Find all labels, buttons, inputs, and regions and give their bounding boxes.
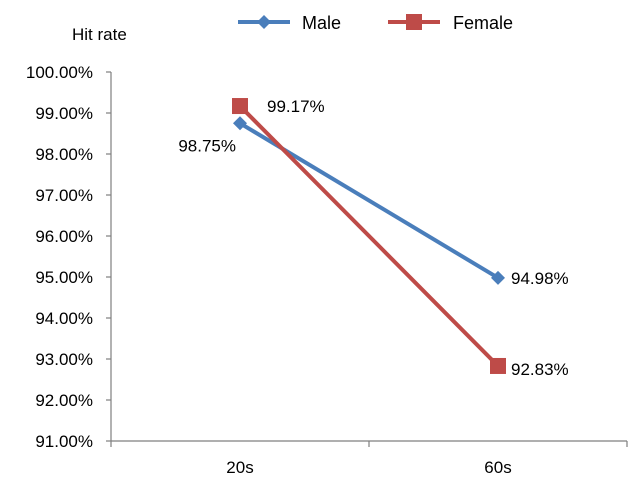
x-tick-label: 60s — [484, 458, 511, 477]
y-tick-label: 100.00% — [26, 63, 93, 82]
marker-male — [491, 270, 505, 285]
legend-label-male: Male — [302, 13, 341, 33]
y-tick-label: 94.00% — [35, 309, 93, 328]
y-axis-label: Hit rate — [72, 25, 127, 44]
data-labels: 98.75% 94.98% 99.17% 92.83% — [178, 97, 568, 379]
legend-marker-male — [257, 15, 271, 29]
legend-marker-female — [406, 14, 422, 30]
axes — [106, 71, 628, 447]
y-tick-label: 92.00% — [35, 391, 93, 410]
legend: Male Female — [238, 13, 513, 33]
x-tick-label: 20s — [226, 458, 253, 477]
series-line-female — [238, 104, 500, 368]
marker-male — [233, 116, 247, 131]
y-tick-label: 99.00% — [35, 104, 93, 123]
x-tick-labels: 20s 60s — [226, 458, 511, 477]
data-label-male: 94.98% — [511, 269, 569, 288]
data-label-female: 92.83% — [511, 360, 569, 379]
marker-female — [490, 357, 506, 374]
series — [232, 98, 506, 374]
y-tick-label: 96.00% — [35, 227, 93, 246]
marker-female — [232, 98, 248, 115]
y-tick-label: 95.00% — [35, 268, 93, 287]
y-tick-label: 93.00% — [35, 350, 93, 369]
legend-label-female: Female — [453, 13, 513, 33]
y-tick-label: 97.00% — [35, 186, 93, 205]
y-tick-labels: 91.00% 92.00% 93.00% 94.00% 95.00% 96.00% 97.0… — [26, 63, 93, 451]
data-label-female: 99.17% — [267, 97, 325, 116]
y-tick-label: 98.00% — [35, 145, 93, 164]
y-tick-label: 91.00% — [35, 432, 93, 451]
data-label-male: 98.75% — [178, 136, 236, 155]
